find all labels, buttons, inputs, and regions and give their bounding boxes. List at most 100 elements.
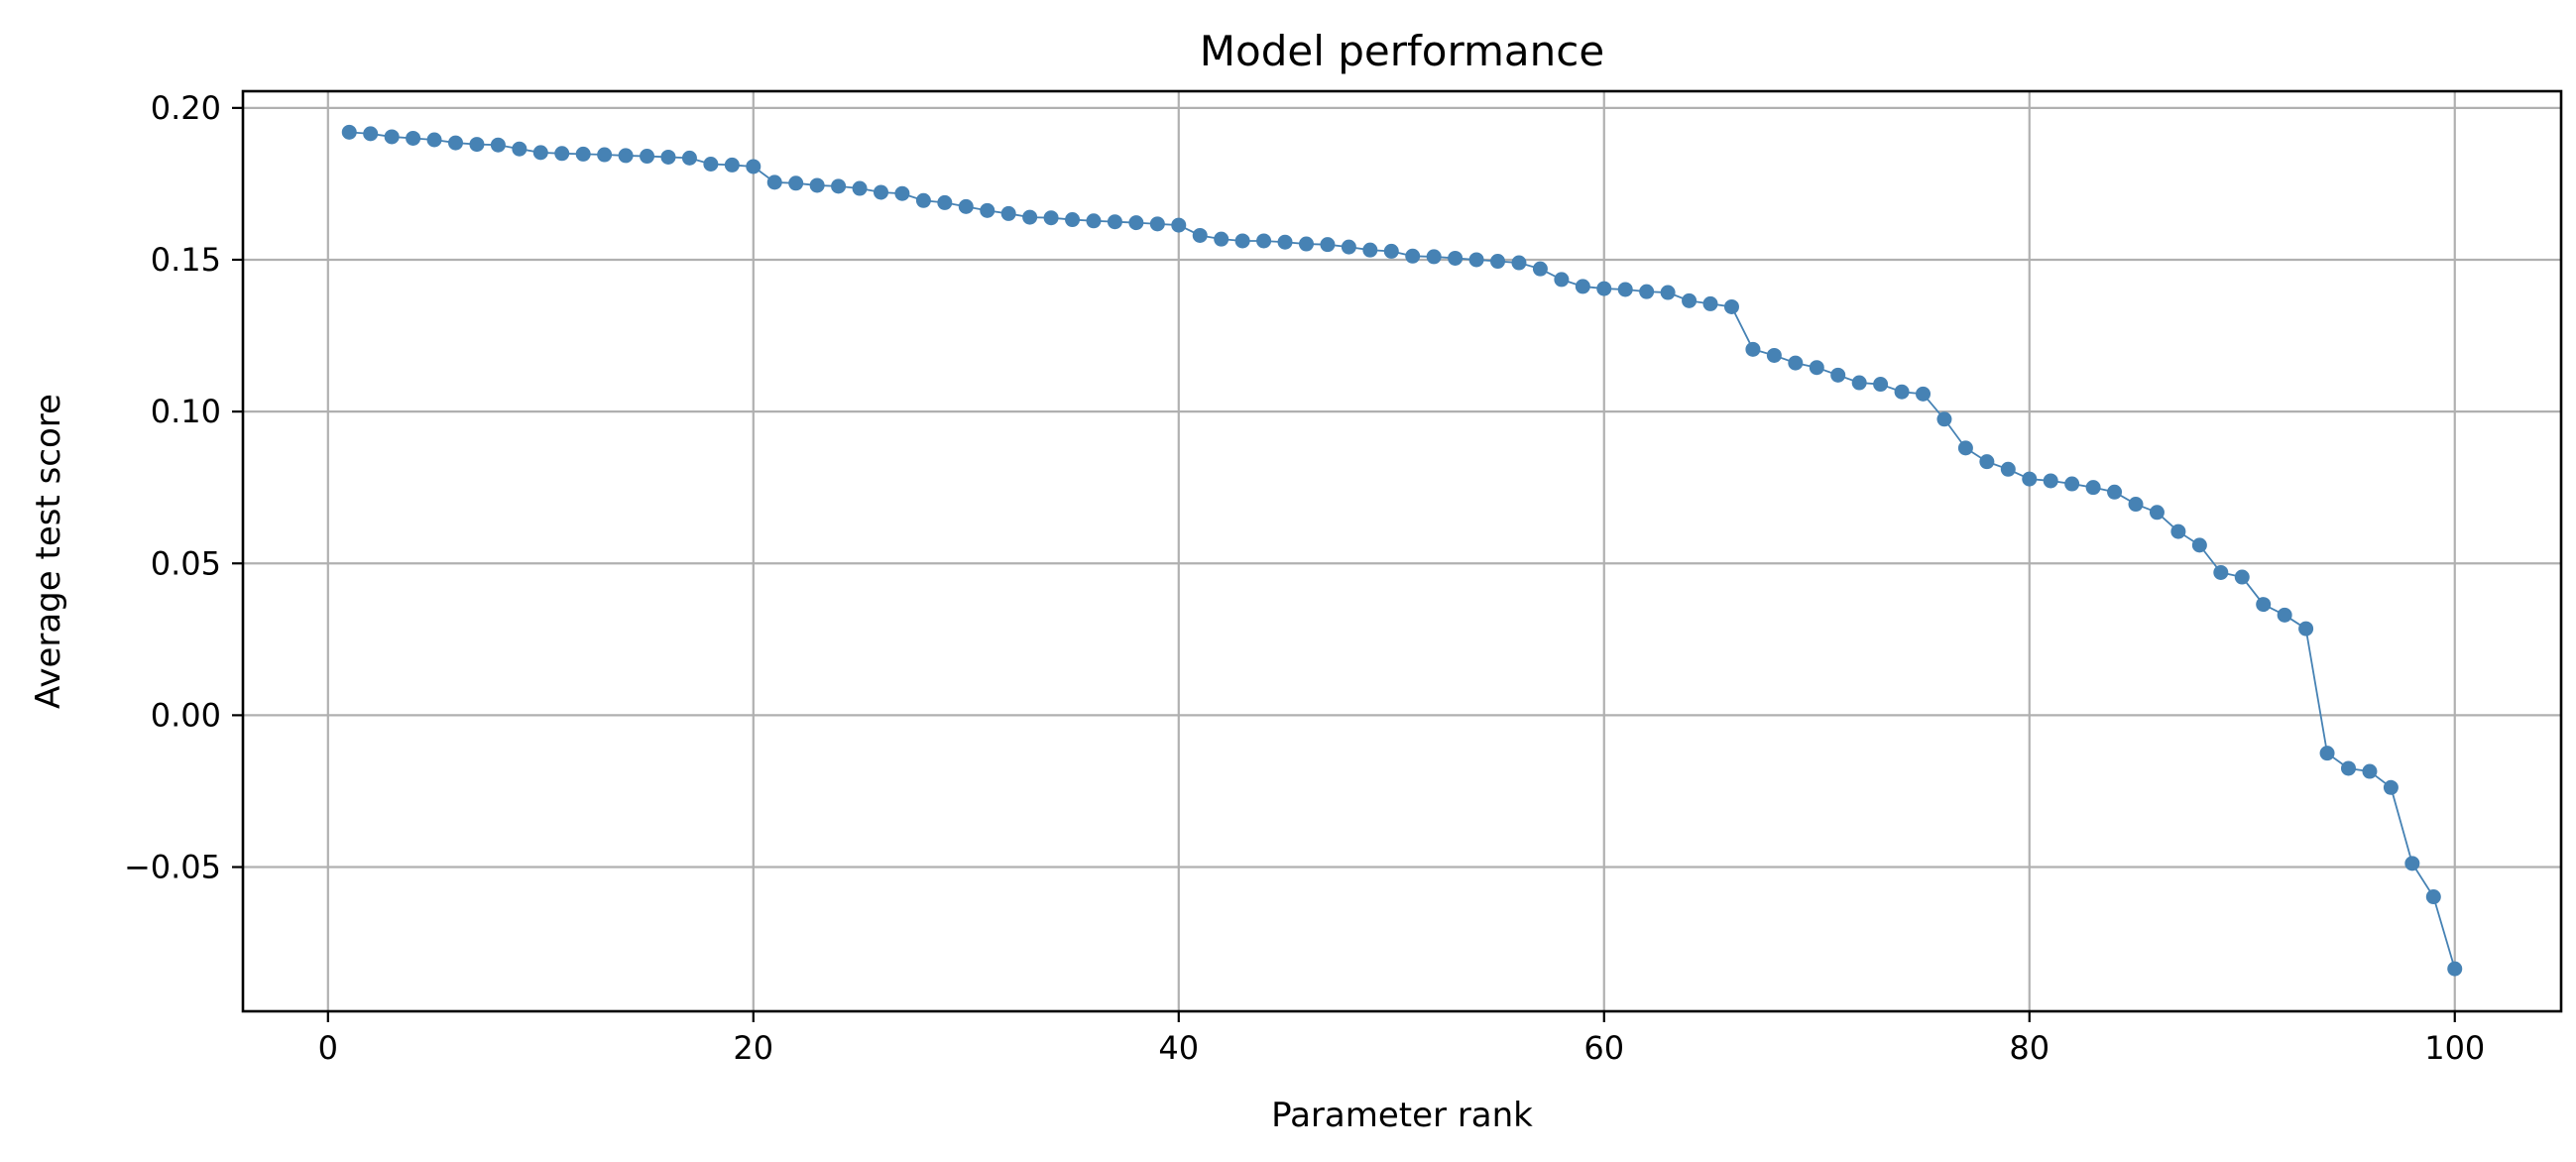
data-point: [1575, 279, 1590, 294]
data-point: [1043, 210, 1059, 226]
data-point: [2022, 471, 2038, 487]
data-point: [1554, 272, 1570, 288]
y-tick-label: −0.05: [124, 849, 221, 886]
data-point: [1788, 355, 1804, 371]
data-point: [1702, 295, 1718, 311]
data-point: [1617, 282, 1633, 297]
data-point: [1320, 237, 1336, 253]
data-point: [2256, 597, 2272, 613]
data-point: [2213, 564, 2229, 580]
data-point: [788, 175, 804, 191]
data-point: [1171, 217, 1187, 233]
data-point: [2383, 779, 2399, 795]
data-point: [831, 178, 847, 194]
data-point: [1979, 454, 1995, 470]
data-point: [406, 130, 421, 146]
data-point: [660, 149, 676, 165]
x-tick-label: 60: [1583, 1029, 1624, 1067]
data-point: [1596, 281, 1612, 296]
data-point: [2234, 569, 2250, 585]
data-point: [1256, 233, 1272, 249]
data-point: [1383, 243, 1399, 259]
data-point: [512, 141, 527, 157]
data-point: [2064, 476, 2080, 492]
data-point: [1511, 255, 1527, 271]
y-tick-label: 0.20: [151, 89, 221, 127]
data-point: [2128, 497, 2144, 513]
data-point: [2043, 473, 2058, 489]
data-point: [1298, 236, 1314, 252]
x-tick-label: 80: [2009, 1029, 2049, 1067]
x-tick-label: 100: [2424, 1029, 2485, 1067]
data-point: [1490, 254, 1506, 270]
data-point: [1936, 411, 1952, 427]
data-point: [2341, 760, 2356, 776]
data-point: [1065, 212, 1081, 228]
data-point: [1192, 227, 1208, 243]
data-point: [1277, 234, 1293, 250]
data-point: [1000, 205, 1016, 221]
data-point: [2107, 484, 2123, 500]
data-point: [766, 174, 782, 190]
data-point: [2298, 621, 2314, 637]
data-point: [2170, 523, 2186, 539]
x-tick-label: 0: [318, 1029, 338, 1067]
data-point: [1362, 242, 1378, 258]
data-point: [2362, 763, 2378, 779]
data-point: [852, 180, 868, 196]
data-point: [1532, 261, 1548, 277]
data-point: [809, 177, 825, 193]
data-point: [1894, 384, 1910, 400]
data-point: [2191, 537, 2207, 553]
data-series: [341, 124, 2463, 977]
data-point: [1830, 367, 1846, 383]
data-point: [618, 148, 634, 164]
data-point: [980, 202, 995, 218]
data-point: [448, 135, 463, 151]
data-point: [1448, 250, 1464, 266]
y-tick-label: 0.05: [151, 544, 221, 582]
data-point: [1873, 377, 1889, 393]
data-point: [1128, 215, 1144, 231]
data-point: [1107, 214, 1122, 230]
data-point: [1916, 386, 1932, 402]
data-point: [1682, 292, 1698, 308]
data-point: [937, 194, 953, 210]
data-point: [2000, 461, 2016, 477]
data-point: [724, 157, 740, 173]
data-point: [1214, 231, 1229, 247]
data-point: [958, 198, 974, 214]
x-axis-title: Parameter rank: [1271, 1096, 1533, 1135]
y-tick-label: 0.10: [151, 393, 221, 430]
chart-title: Model performance: [1200, 27, 1604, 75]
data-point: [1468, 252, 1484, 268]
plot-frame: [241, 89, 2563, 1013]
data-point: [1723, 298, 1739, 314]
data-point: [746, 159, 761, 174]
data-point: [532, 145, 548, 161]
data-point: [894, 185, 910, 201]
data-point: [640, 149, 655, 165]
grid: [243, 91, 2561, 1011]
data-point: [1957, 440, 1973, 456]
data-point: [1851, 375, 1867, 391]
data-point: [915, 192, 931, 208]
y-axis-title: Average test score: [29, 394, 68, 709]
data-point: [1809, 360, 1824, 376]
data-point: [1149, 216, 1165, 232]
data-point: [1022, 209, 1038, 225]
data-point: [1426, 249, 1442, 265]
data-point: [2319, 746, 2335, 761]
data-point: [363, 126, 379, 142]
data-point: [1086, 213, 1102, 229]
data-point: [554, 146, 570, 162]
x-tick-label: 20: [733, 1029, 773, 1067]
data-point: [1660, 285, 1676, 300]
data-point: [2404, 856, 2420, 872]
data-point: [2425, 889, 2441, 905]
data-point: [426, 132, 442, 148]
data-point: [341, 124, 357, 140]
data-point: [597, 147, 613, 163]
